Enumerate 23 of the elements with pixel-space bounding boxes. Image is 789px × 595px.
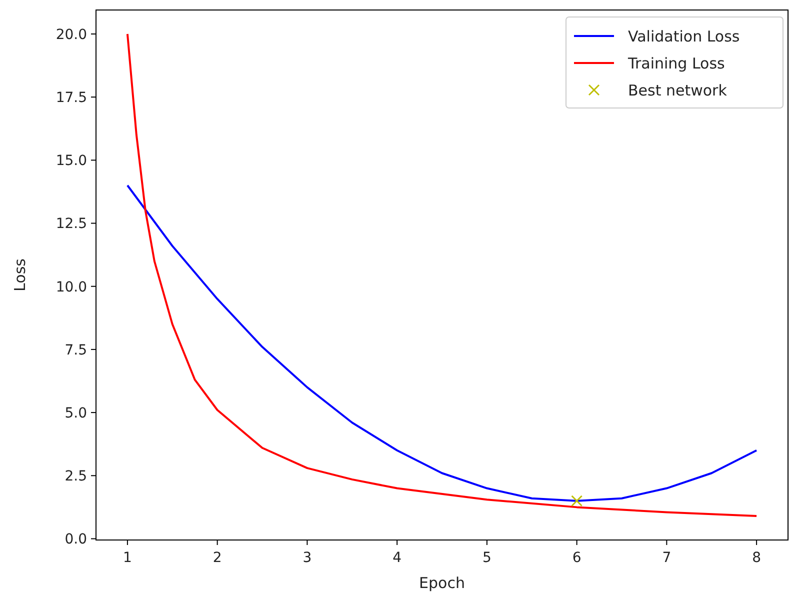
x-tick-label: 7 [662, 550, 672, 566]
y-tick-label: 5.0 [64, 405, 87, 422]
x-axis-title: Epoch [419, 574, 465, 592]
legend-label: Training Loss [627, 54, 726, 72]
y-tick-label: 15.0 [56, 153, 87, 170]
x-tick-label: 5 [482, 550, 492, 566]
legend-label: Best network [628, 81, 728, 100]
x-tick-label: 6 [572, 550, 582, 566]
y-tick-label: 2.5 [64, 468, 87, 485]
y-tick-label: 10.0 [56, 279, 87, 296]
line-series [126, 184, 758, 502]
y-tick-label: 12.5 [56, 216, 87, 232]
legend-label: Validation Loss [628, 27, 740, 46]
y-tick-label: 20.0 [56, 26, 87, 43]
x-tick-label: 1 [122, 550, 132, 566]
y-tick-label: 0.0 [64, 532, 87, 548]
y-tick-label: 17.5 [56, 90, 87, 106]
x-tick-label: 4 [392, 550, 402, 566]
y-axis-title: Loss [11, 258, 29, 292]
y-tick-label: 7.5 [64, 342, 87, 358]
x-tick-label: 2 [212, 550, 222, 566]
x-tick-label: 8 [752, 550, 762, 566]
x-tick-label: 3 [302, 550, 312, 566]
